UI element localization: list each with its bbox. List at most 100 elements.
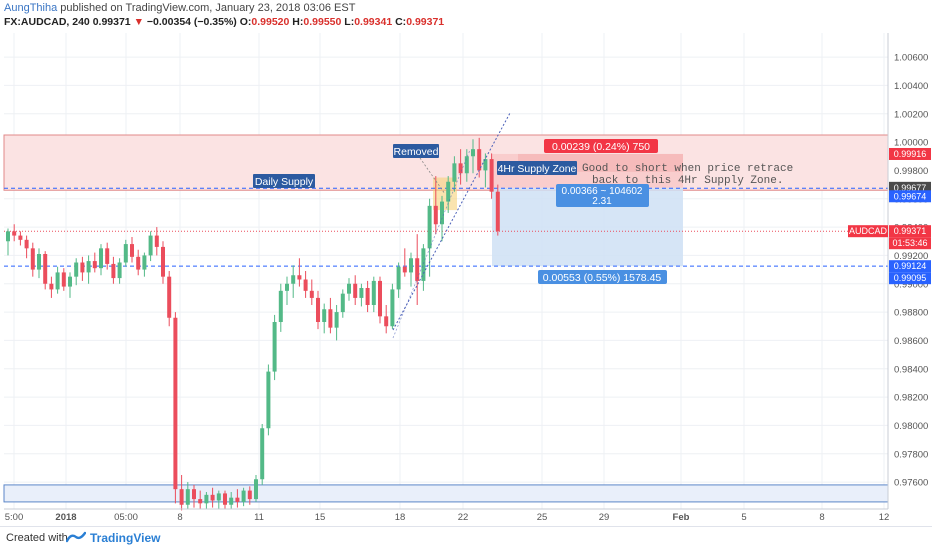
candle xyxy=(61,268,66,291)
price-tag-bg xyxy=(889,190,931,203)
y-tick-label: 0.99000 xyxy=(894,279,928,290)
label-bg xyxy=(253,174,315,188)
y-tick-label: 1.00600 xyxy=(894,53,928,64)
candle-body xyxy=(415,258,420,281)
candle-body xyxy=(179,489,184,505)
candle xyxy=(334,305,339,341)
candle-body xyxy=(173,317,178,490)
candle xyxy=(161,241,165,284)
candle xyxy=(105,242,110,270)
candle xyxy=(12,224,17,242)
tradingview-logo-icon[interactable] xyxy=(66,530,86,544)
candle-body xyxy=(446,181,451,202)
price-tag-bg xyxy=(889,272,931,285)
x-tick-label: 25 xyxy=(537,512,548,523)
candle xyxy=(328,297,333,334)
candle xyxy=(421,244,426,291)
x-tick-label: 29 xyxy=(599,512,610,523)
candle xyxy=(154,227,159,256)
candle-body xyxy=(378,280,382,317)
low-value: 0.99341 xyxy=(354,16,393,28)
label-text: Daily Supply xyxy=(255,176,314,188)
candle-body xyxy=(483,159,488,171)
candle-body xyxy=(347,283,351,294)
candle-body xyxy=(464,156,469,174)
risk-label: 0.00239 (0.24%) 750 xyxy=(544,139,658,153)
candle xyxy=(464,149,469,182)
candle-body xyxy=(328,309,333,328)
x-tick-label: 12 xyxy=(879,512,890,523)
candle-body xyxy=(340,293,345,313)
h4-supply-label: 4Hr Supply Zone xyxy=(497,161,577,175)
close-label: C: xyxy=(395,16,407,28)
price-tag: 0.99916 xyxy=(889,147,931,160)
candle-body xyxy=(384,316,389,327)
candle xyxy=(210,487,215,508)
price-tag-bg xyxy=(848,225,888,238)
candle xyxy=(68,272,72,298)
x-tick-label: 8 xyxy=(819,512,824,523)
candle-body xyxy=(316,297,320,322)
y-tick-label: 1.00000 xyxy=(894,138,928,149)
candle-body xyxy=(452,163,457,182)
price-tag-bg xyxy=(889,147,931,160)
time-axis[interactable]: 5:00 2018 05:00 8 11 15 18 22 25 29 Feb 5 8 12 xyxy=(4,508,890,523)
candle-body xyxy=(37,254,41,270)
candle-body xyxy=(111,263,116,279)
candle-body xyxy=(266,371,271,429)
price-tag-label: 01:53:46 xyxy=(892,238,927,248)
label-bg xyxy=(556,184,649,207)
price-tag-label: 0.99916 xyxy=(894,149,927,159)
candles[interactable] xyxy=(6,137,500,511)
candle-body xyxy=(489,159,494,192)
candle xyxy=(371,276,376,313)
candle-body xyxy=(130,244,134,257)
candle-body xyxy=(105,248,110,264)
candle xyxy=(254,475,258,502)
candle xyxy=(489,153,494,199)
author-link[interactable]: AungThiha xyxy=(4,2,58,14)
candle-body xyxy=(477,149,482,171)
price-tag-label: 0.99371 xyxy=(894,226,927,236)
y-tick-label: 0.99200 xyxy=(894,251,928,262)
created-with-text: Created with xyxy=(6,532,68,544)
candle xyxy=(452,156,457,192)
candle-body xyxy=(223,493,227,505)
candle-body xyxy=(433,205,438,225)
comment-text-line1: Good to short when price retrace xyxy=(582,163,793,175)
candle-body xyxy=(18,235,23,240)
candle xyxy=(117,258,122,284)
candle-body xyxy=(99,248,103,269)
x-tick-label: 5 xyxy=(741,512,746,523)
candle xyxy=(309,279,314,305)
candle xyxy=(433,176,438,235)
candle xyxy=(291,265,296,298)
candle-body xyxy=(92,261,97,269)
candle-body xyxy=(198,499,203,504)
candle-body xyxy=(86,261,91,273)
tradingview-brand[interactable]: TradingView xyxy=(90,531,161,545)
price-tag: 01:53:46 xyxy=(889,237,931,250)
candle xyxy=(303,271,308,298)
candle xyxy=(316,290,320,330)
candle-body xyxy=(61,272,66,287)
symbol-name[interactable]: FX:AUDCAD, 240 xyxy=(4,16,90,28)
candle-body xyxy=(154,235,159,247)
candle-body xyxy=(309,290,314,298)
removed-pointer xyxy=(419,157,446,195)
x-tick-label: 2018 xyxy=(55,512,76,523)
candle xyxy=(458,149,463,185)
candle xyxy=(223,490,227,509)
y-tick-label: 0.98000 xyxy=(894,421,928,432)
candle xyxy=(123,239,128,267)
candle-body xyxy=(123,244,128,263)
candle-body xyxy=(74,262,79,277)
candle xyxy=(340,289,345,318)
candle-body xyxy=(43,254,48,284)
label-bg xyxy=(544,139,658,153)
candle xyxy=(86,255,91,284)
chart-grid xyxy=(4,33,888,509)
footer-bar: Created with TradingView xyxy=(0,526,932,551)
